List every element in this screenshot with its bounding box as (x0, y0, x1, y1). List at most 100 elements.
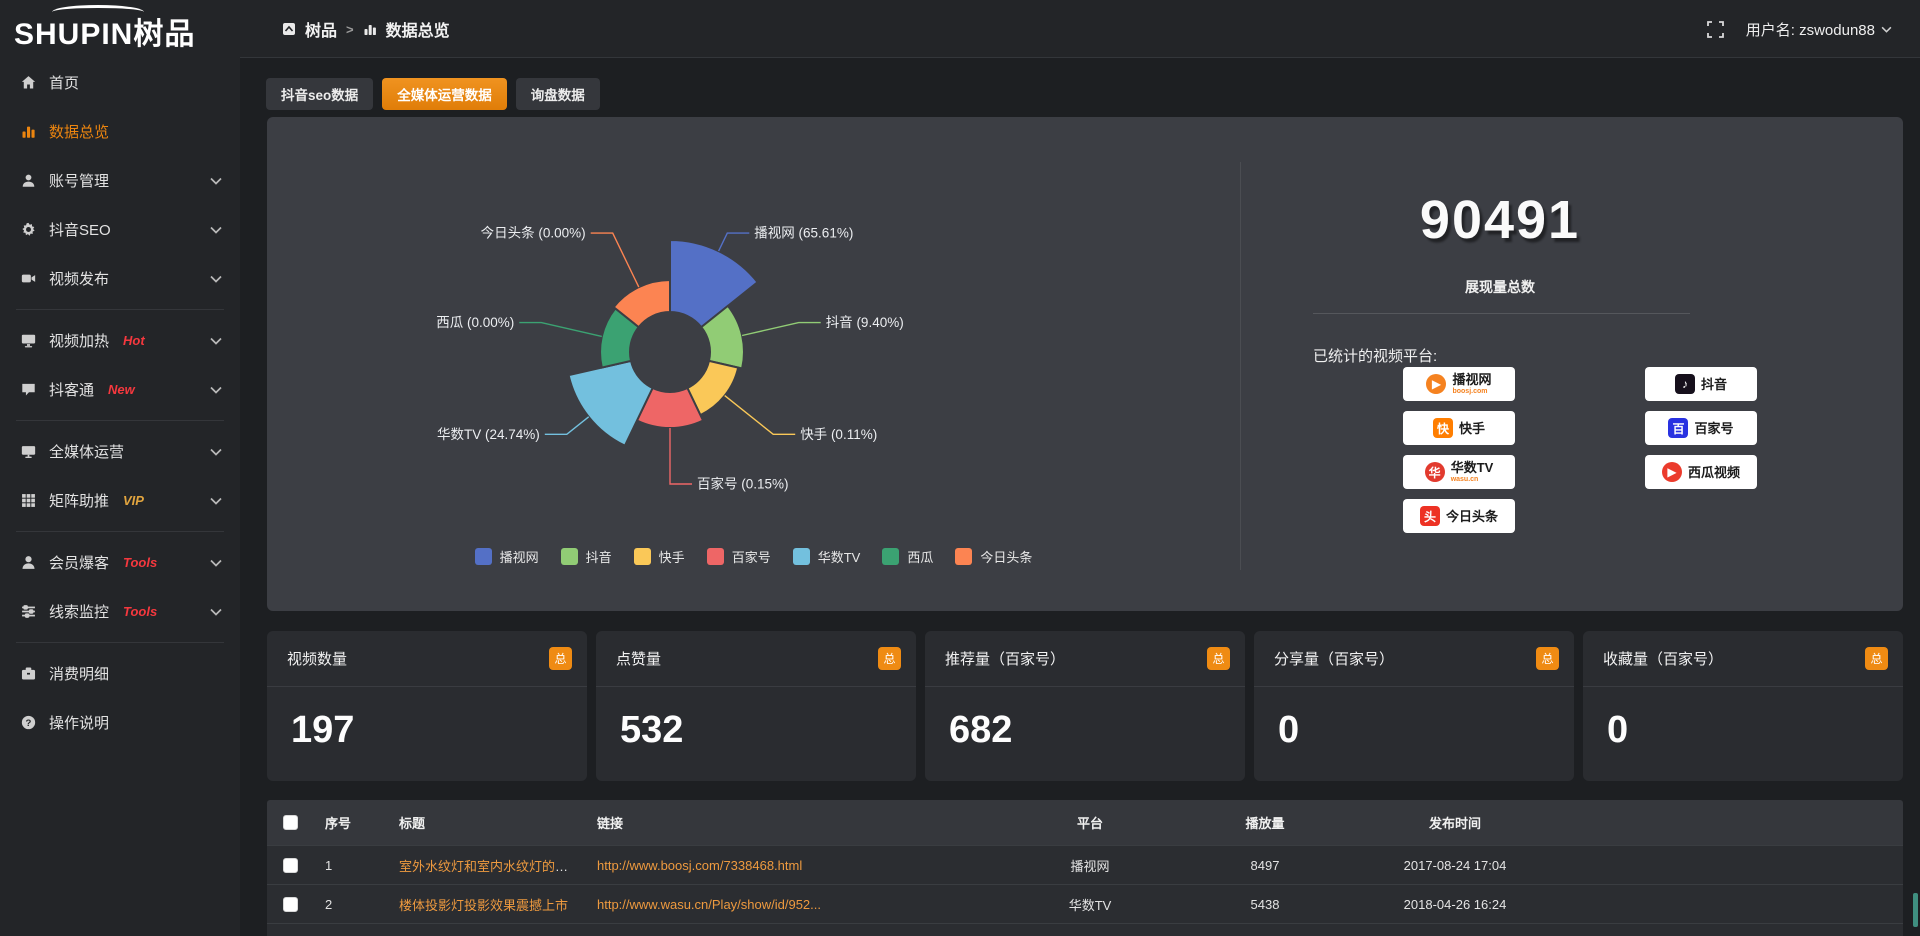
sidebar-item-badge: New (108, 382, 135, 397)
sidebar-item-操作说明[interactable]: ? 操作说明 (0, 698, 240, 747)
grid-icon (21, 493, 36, 508)
breadcrumb-separator: > (346, 21, 354, 37)
sidebar-item-账号管理[interactable]: 账号管理 (0, 156, 240, 205)
pie-slice-播视网[interactable] (669, 238, 760, 329)
platform-badge-抖音: ♪ 抖音 (1645, 367, 1757, 401)
pie-slice-抖音[interactable] (699, 304, 745, 370)
legend-item-西瓜[interactable]: 西瓜 (882, 547, 933, 566)
cell-no: 1 (325, 857, 333, 873)
chevron-down-icon (210, 337, 222, 345)
legend-item-快手[interactable]: 快手 (633, 547, 685, 566)
sidebar-item-label: 线索监控 (49, 604, 110, 621)
breadcrumb-current[interactable]: 数据总览 (385, 23, 450, 40)
platform-logo-icon: ♪ (1674, 374, 1695, 394)
platform-name: 快手 (1458, 420, 1485, 436)
sidebar-item-badge: VIP (123, 493, 144, 508)
sidebar-item-会员爆客[interactable]: 会员爆客 Tools (0, 538, 240, 587)
sidebar-item-label: 视频发布 (49, 271, 110, 288)
sidebar-item-badge: Tools (123, 555, 158, 570)
platform-subtext: wasu.cn (1450, 476, 1479, 483)
chevron-down-icon (210, 608, 222, 616)
platform-badge-播视网: ▶ 播视网 boosj.com (1403, 367, 1515, 401)
cell-time: 2017-08-24 17:04 (1403, 857, 1507, 873)
total-impressions-label: 展现量总数 (1465, 279, 1535, 295)
panel-vertical-divider (1240, 162, 1241, 570)
cell-platform: 华数TV (1068, 897, 1112, 913)
platform-logo-icon: 百 (1668, 418, 1689, 438)
total-badge: 总 (1536, 647, 1559, 670)
sidebar-nav: 首页数据总览账号管理抖音SEO 视频发布视频加热 Hot 抖客通 New 全媒体运营 矩阵助… (0, 58, 240, 747)
video-title-link[interactable]: 室外水纹灯和室内水纹灯的区别和简介 (399, 858, 585, 874)
rose-pie-chart[interactable]: 播视网 (65.61%) 抖音 (9.40%) 快手 (0.11%) 百家号 (0.1… (267, 117, 1240, 611)
pie-label: 今日头条 (0.00%) (481, 225, 586, 241)
chevron-down-icon (210, 448, 222, 456)
legend-item-百家号[interactable]: 百家号 (706, 547, 771, 566)
stat-cards-row: 视频数量总 197 点赞量总 532 推荐量（百家号）总 682 分享量（百家号）总 0 收藏量… (267, 631, 1903, 781)
legend-item-今日头条[interactable]: 今日头条 (955, 547, 1032, 566)
platform-badge-百家号: 百百家号 (1645, 411, 1757, 445)
chevron-down-icon (210, 275, 222, 283)
col-header-no: 序号 (325, 816, 352, 831)
breadcrumb: 树品 > 数据总览 (282, 0, 450, 58)
legend-item-抖音[interactable]: 抖音 (560, 547, 612, 566)
platform-name: 今日头条 (1445, 508, 1498, 524)
chevron-down-icon (210, 177, 222, 185)
sidebar-item-badge: Hot (123, 333, 145, 348)
table-row-partial (267, 923, 1903, 936)
chart-legend: 播视网 抖音 快手 百家号 华数TV 西瓜 今日头条 (267, 547, 1240, 566)
legend-label: 快手 (658, 550, 685, 565)
stat-card-value: 682 (949, 709, 1013, 751)
scrollbar-thumb[interactable] (1913, 893, 1918, 927)
video-url-link[interactable]: http://www.boosj.com/7338468.html (597, 857, 803, 873)
row-checkbox[interactable] (282, 857, 298, 873)
sliders-icon (21, 604, 36, 619)
tab-全媒体运营数据[interactable]: 全媒体运营数据 (382, 78, 507, 110)
user-menu[interactable]: 用户名: zswodun88 (1746, 19, 1892, 40)
sidebar-item-label: 数据总览 (49, 124, 110, 141)
legend-swatch (955, 548, 973, 565)
platform-logo-icon: ▶ (1426, 374, 1447, 394)
platform-name: 百家号 (1694, 420, 1734, 436)
username-text: 用户名: zswodun88 (1745, 21, 1875, 39)
sidebar-item-视频发布[interactable]: 视频发布 (0, 254, 240, 303)
pie-slice-华数TV[interactable] (567, 359, 654, 448)
sidebar-divider (16, 420, 224, 421)
sidebar-item-首页[interactable]: 首页 (0, 58, 240, 107)
legend-label: 今日头条 (980, 550, 1033, 565)
select-all-checkbox[interactable] (282, 815, 298, 830)
user-icon (21, 173, 36, 188)
sidebar-item-数据总览[interactable]: 数据总览 (0, 107, 240, 156)
fullscreen-icon[interactable] (1706, 20, 1724, 38)
sidebar-item-线索监控[interactable]: 线索监控 Tools (0, 587, 240, 636)
breadcrumb-root[interactable]: 树品 (305, 23, 338, 40)
pie-label-line (741, 321, 821, 337)
cell-no: 2 (325, 896, 333, 912)
sidebar-item-label: 消费明细 (49, 666, 110, 683)
sidebar-item-label: 账号管理 (49, 173, 110, 190)
platform-badges: ▶ 播视网 boosj.com ♪ 抖音快快手 百百家号华华数TV wasu.cn ▶ 西瓜视频… (1403, 367, 1757, 533)
sidebar-item-抖客通[interactable]: 抖客通 New (0, 365, 240, 414)
sidebar-item-视频加热[interactable]: 视频加热 Hot (0, 316, 240, 365)
home-icon (21, 75, 36, 90)
sidebar-divider (16, 642, 224, 643)
stat-card-value: 0 (1607, 709, 1629, 751)
video-url-link[interactable]: http://www.wasu.cn/Play/show/id/952... (597, 896, 821, 912)
tab-询盘数据[interactable]: 询盘数据 (515, 78, 600, 110)
pie-slice-今日头条[interactable] (612, 278, 671, 329)
video-table: 序号 标题 链接 平台 播放量 发布时间 1 室外水纹灯和室内水纹灯的区别和简介 http://… (267, 800, 1903, 936)
person-icon (21, 555, 36, 570)
legend-item-播视网[interactable]: 播视网 (474, 547, 539, 566)
chevron-down-icon (210, 226, 222, 234)
sidebar-item-全媒体运营[interactable]: 全媒体运营 (0, 427, 240, 476)
bar-chart-icon (363, 22, 377, 36)
legend-item-华数TV[interactable]: 华数TV (792, 547, 860, 566)
total-badge: 总 (1207, 647, 1230, 670)
stat-card-视频数量: 视频数量 总 197 (267, 631, 587, 781)
sidebar-item-矩阵助推[interactable]: 矩阵助推 VIP (0, 476, 240, 525)
sidebar-item-抖音SEO[interactable]: 抖音SEO (0, 205, 240, 254)
video-title-link[interactable]: 楼体投影灯投影效果震撼上市 (399, 897, 569, 913)
sidebar-item-消费明细[interactable]: 消费明细 (0, 649, 240, 698)
tab-抖音seo数据[interactable]: 抖音seo数据 (266, 78, 374, 110)
row-checkbox[interactable] (282, 896, 298, 912)
platform-badge-华数TV: 华华数TV wasu.cn (1403, 455, 1515, 489)
